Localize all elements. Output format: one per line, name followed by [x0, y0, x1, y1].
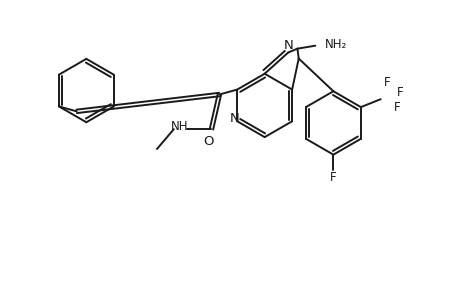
- Text: NH₂: NH₂: [325, 38, 347, 51]
- Text: N: N: [283, 39, 292, 52]
- Text: F: F: [383, 76, 390, 89]
- Text: O: O: [203, 135, 213, 148]
- Text: F: F: [396, 86, 403, 99]
- Text: NH: NH: [171, 120, 188, 133]
- Text: N: N: [229, 112, 239, 125]
- Text: F: F: [393, 100, 400, 114]
- Text: F: F: [330, 171, 336, 184]
